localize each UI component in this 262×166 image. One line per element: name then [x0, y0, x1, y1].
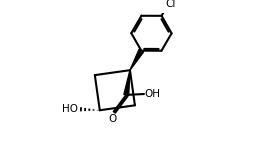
Text: HO: HO: [62, 104, 78, 114]
Polygon shape: [124, 70, 130, 95]
Text: Cl: Cl: [166, 0, 176, 9]
Polygon shape: [130, 49, 144, 70]
Text: O: O: [109, 114, 117, 124]
Text: OH: OH: [145, 89, 161, 99]
